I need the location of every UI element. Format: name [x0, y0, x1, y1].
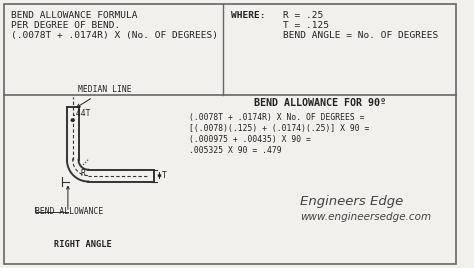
Text: (.0078T + .0174R) X No. OF DEGREES =: (.0078T + .0174R) X No. OF DEGREES = [190, 113, 365, 122]
Polygon shape [67, 107, 79, 160]
Text: www.engineersedge.com: www.engineersedge.com [301, 212, 431, 222]
Text: [(.0078)(.125) + (.0174)(.25)] X 90 =: [(.0078)(.125) + (.0174)(.25)] X 90 = [190, 124, 370, 133]
Text: .005325 X 90 = .479: .005325 X 90 = .479 [190, 146, 282, 155]
Text: T: T [162, 171, 166, 180]
Text: PER DEGREE OF BEND.: PER DEGREE OF BEND. [11, 21, 120, 30]
Polygon shape [67, 160, 88, 181]
Text: T = .125: T = .125 [283, 21, 329, 30]
Text: (.000975 + .00435) X 90 =: (.000975 + .00435) X 90 = [190, 135, 311, 144]
Text: MEDIAN LINE: MEDIAN LINE [77, 85, 131, 107]
Text: R: R [81, 169, 85, 178]
Text: WHERE:: WHERE: [231, 11, 265, 20]
Text: BEND ALLOWANCE FORMULA: BEND ALLOWANCE FORMULA [11, 11, 137, 20]
Text: Engineers Edge: Engineers Edge [301, 195, 403, 208]
Text: BEND ALLOWANCE: BEND ALLOWANCE [35, 207, 103, 216]
Text: BEND ALLOWANCE FOR 90º: BEND ALLOWANCE FOR 90º [254, 98, 385, 108]
Text: .44T: .44T [71, 109, 91, 118]
Text: RIGHT ANGLE: RIGHT ANGLE [55, 240, 112, 249]
Polygon shape [88, 170, 154, 181]
Text: (.0078T + .0174R) X (No. OF DEGREES): (.0078T + .0174R) X (No. OF DEGREES) [11, 31, 218, 40]
Text: BEND ANGLE = No. OF DEGREES: BEND ANGLE = No. OF DEGREES [283, 31, 438, 40]
Text: R = .25: R = .25 [283, 11, 323, 20]
